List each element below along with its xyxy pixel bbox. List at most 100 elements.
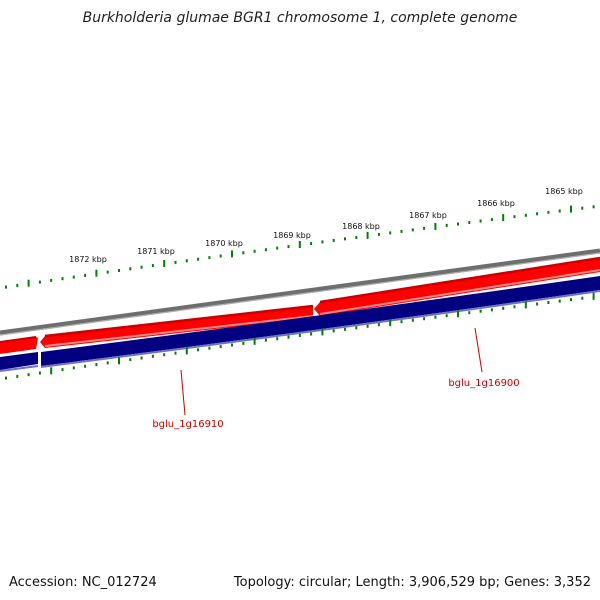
minor-tick [490,218,493,222]
minor-tick [366,324,369,328]
minor-tick [276,246,279,250]
major-tick [231,250,233,258]
scale-label: 1865 kbp [545,187,583,196]
scale-label: 1871 kbp [137,247,175,256]
gene-label[interactable]: bglu_1g16900 [448,378,519,389]
minor-tick [479,309,482,313]
major-tick [502,214,505,222]
minor-tick [400,229,403,233]
minor-tick [411,228,414,232]
major-tick [185,347,188,355]
minor-tick [95,363,98,367]
gene-feature-reverse[interactable] [0,352,38,370]
minor-tick [242,251,245,255]
minor-tick [276,337,279,341]
minor-tick [84,364,87,368]
minor-tick [547,301,550,304]
minor-tick [16,374,19,378]
minor-tick [27,373,30,377]
minor-tick [197,348,200,352]
minor-tick [423,317,426,321]
minor-tick [129,358,132,362]
minor-tick [344,237,346,241]
minor-tick [547,210,550,214]
major-tick [570,205,572,213]
gene-feature-forward[interactable] [314,258,600,316]
gene-label[interactable]: bglu_1g16910 [152,419,223,430]
gene-feature-forward[interactable] [40,306,313,348]
minor-tick [151,264,154,268]
major-tick [457,310,459,318]
major-tick [389,319,392,327]
minor-tick [185,259,188,263]
minor-tick [163,353,166,357]
major-tick [95,269,98,277]
scale-label: 1870 kbp [205,239,243,248]
outer-tick-ring [5,205,595,289]
minor-tick [219,345,222,349]
minor-tick [377,232,380,236]
minor-tick [434,315,437,319]
minor-tick [490,308,493,312]
major-tick [298,241,301,248]
minor-tick [129,267,132,271]
minor-tick [558,209,561,213]
minor-tick [581,206,584,210]
map-title: Burkholderia glumae BGR1 chromosome 1, c… [82,10,518,26]
minor-tick [411,318,414,322]
minor-tick [174,351,177,355]
minor-tick [581,296,584,300]
minor-tick [445,314,448,318]
minor-tick [355,235,358,239]
minor-tick [400,320,403,324]
minor-tick [389,231,392,235]
minor-tick [208,346,211,350]
minor-tick [118,269,120,272]
minor-tick [332,238,335,242]
minor-tick [332,329,335,333]
minor-tick [106,361,109,365]
gene-label-leader [474,327,483,373]
minor-tick [513,215,516,219]
minor-tick [287,245,290,249]
minor-tick [570,298,572,302]
minor-tick [468,221,471,224]
topology-summary: Topology: circular; Length: 3,906,529 bp… [233,575,591,590]
minor-tick [140,265,143,269]
major-tick [253,337,256,345]
minor-tick [377,323,380,327]
minor-tick [231,343,233,347]
major-tick [50,367,53,375]
minor-tick [174,260,177,264]
minor-tick [264,338,267,342]
minor-tick [468,311,471,315]
scale-label: 1872 kbp [69,255,107,264]
scale-label: 1867 kbp [409,211,447,220]
minor-tick [536,212,539,216]
minor-tick [536,302,539,306]
minor-tick [502,306,505,310]
minor-tick [50,278,53,282]
scale-label: 1869 kbp [273,231,311,240]
major-tick [434,222,437,230]
minor-tick [84,273,87,277]
backbone-ring [0,248,600,336]
minor-tick [5,285,7,289]
major-tick [524,301,527,309]
minor-tick [423,226,426,230]
minor-tick [558,299,561,303]
minor-tick [140,356,143,360]
minor-tick [5,376,7,380]
minor-tick [61,368,64,372]
major-tick [321,328,324,336]
major-tick [366,231,369,239]
minor-tick [310,332,313,336]
minor-tick [298,334,301,337]
major-tick [27,279,30,287]
minor-tick [264,248,267,252]
minor-tick [38,371,41,375]
minor-tick [72,275,75,279]
minor-tick [38,280,41,284]
gene-feature-reverse[interactable] [41,276,600,366]
